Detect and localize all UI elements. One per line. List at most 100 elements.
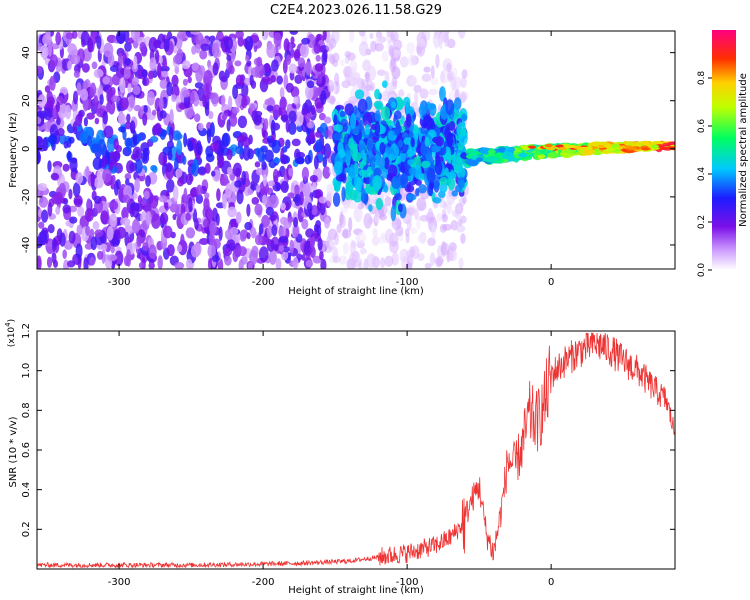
spectrogram-cell (266, 43, 276, 58)
spectrogram-cell (234, 180, 243, 188)
spectrogram-cell (310, 246, 316, 259)
spectrogram-cell (187, 76, 192, 84)
spectrogram-cell (430, 76, 439, 86)
spectrogram-cell (176, 48, 184, 60)
spectrogram-cell (349, 31, 355, 43)
spectrogram-cell (365, 72, 370, 83)
spectrogram-cell (368, 204, 373, 212)
spectrogram-cell (224, 255, 232, 266)
spectrogram-cell (307, 202, 313, 213)
spectrogram-cell (341, 229, 352, 239)
spectrogram-cell (487, 149, 496, 154)
spectrogram-cell (356, 177, 362, 193)
spectrogram-cell (91, 143, 100, 153)
spectrogram-cell (143, 105, 148, 113)
spectrogram-cell (185, 173, 193, 186)
spectrogram-cell (419, 215, 430, 222)
spectrogram-cell (356, 232, 367, 244)
spectrogram-cell (169, 109, 174, 124)
spectrogram-cell (321, 51, 328, 66)
spectrogram-cell (398, 203, 403, 213)
spectrogram-cell (320, 258, 327, 269)
spectrogram-cell (374, 42, 384, 52)
snr-multiplier-exp: 4 (4, 322, 12, 327)
spectrogram-cell (113, 138, 119, 150)
spectrogram-cell (426, 168, 436, 183)
spectrogram-cell (109, 213, 118, 228)
spectrogram-cell (37, 255, 42, 269)
spectrogram-cell (313, 155, 319, 170)
spectrogram-cell (288, 110, 297, 124)
spectrogram-cell (70, 170, 76, 180)
spectrogram-cell (62, 249, 67, 259)
spectrogram-cell (263, 118, 269, 131)
spectrogram-cell (372, 227, 378, 238)
spectrogram-cell (55, 101, 61, 113)
spectrogram-cell (322, 166, 331, 179)
spectrogram-cell (343, 122, 348, 132)
spectrogram-cell (445, 99, 455, 115)
spectrogram-cell (241, 170, 247, 186)
spectrogram-cell (132, 218, 141, 234)
spectrogram-cell (258, 246, 269, 263)
spectrogram-cell (133, 104, 142, 112)
spectrogram-cell (220, 178, 230, 186)
spectrogram-cell (414, 164, 422, 179)
spectrogram-cell (37, 110, 48, 119)
spectrogram-cell (68, 230, 76, 244)
spectrogram-cell (415, 188, 420, 197)
spectrogram-cell (235, 145, 244, 155)
spectrogram-cell (181, 60, 191, 70)
spectrogram-cell (246, 203, 251, 217)
spectrogram-cell (148, 244, 157, 259)
spectrogram-cell (271, 224, 278, 237)
spectrogram-cell (344, 167, 354, 174)
spectrogram-frame (36, 30, 676, 270)
spectrogram-cell (418, 184, 427, 194)
spectrogram-cell (404, 228, 410, 237)
spectrogram-cell (63, 141, 69, 149)
spectrogram-cell (427, 237, 436, 247)
spectrogram-cell (190, 91, 195, 105)
spectrogram-cell (399, 172, 409, 189)
spectrogram-cell (563, 148, 577, 154)
spectrogram-cell (241, 95, 248, 109)
spectrogram-cell (285, 139, 291, 149)
spectrogram-cell (202, 218, 210, 228)
spectrogram-cell (374, 214, 380, 223)
snr-multiplier: (x104) (4, 319, 17, 347)
spectrogram-cell (518, 152, 528, 158)
spectrogram-cell (423, 115, 433, 130)
spectrogram-cell (378, 125, 386, 134)
spectrogram-cell (294, 157, 305, 164)
spectrogram-cell (458, 31, 466, 39)
spectrogram-cell (93, 195, 102, 205)
spectrogram-cell (161, 70, 169, 78)
spectrogram-cell (254, 64, 259, 78)
spectrogram-cell (393, 110, 402, 120)
spectrogram-cell (86, 198, 92, 211)
spectrogram-cell (91, 61, 98, 70)
spectrogram-cell (196, 140, 202, 156)
spectrogram-cell (264, 149, 274, 163)
spectrogram-cell (333, 256, 341, 264)
spectrogram-cell (299, 43, 309, 58)
spectrogram-cell (357, 98, 368, 115)
spectrogram-cell (451, 190, 459, 197)
spectrogram-cell (90, 171, 95, 188)
spectrogram-cell (185, 212, 191, 221)
spectrogram-cell (56, 117, 61, 126)
spectrogram-cell (428, 88, 438, 96)
x-tick-label: -200 (252, 277, 275, 288)
spectrogram-cell (434, 160, 443, 176)
spectrogram-cell (191, 162, 197, 173)
spectrogram-cell (328, 85, 334, 92)
spectrogram-cell (438, 36, 445, 44)
spectrogram-cell (430, 145, 441, 153)
spectrogram-cell (275, 183, 281, 192)
spectrogram-cell (47, 160, 52, 173)
spectrogram-cell (254, 203, 263, 216)
spectrogram-cell (310, 128, 315, 141)
spectrogram-cell (446, 131, 454, 148)
spectrogram-cell (374, 88, 381, 100)
